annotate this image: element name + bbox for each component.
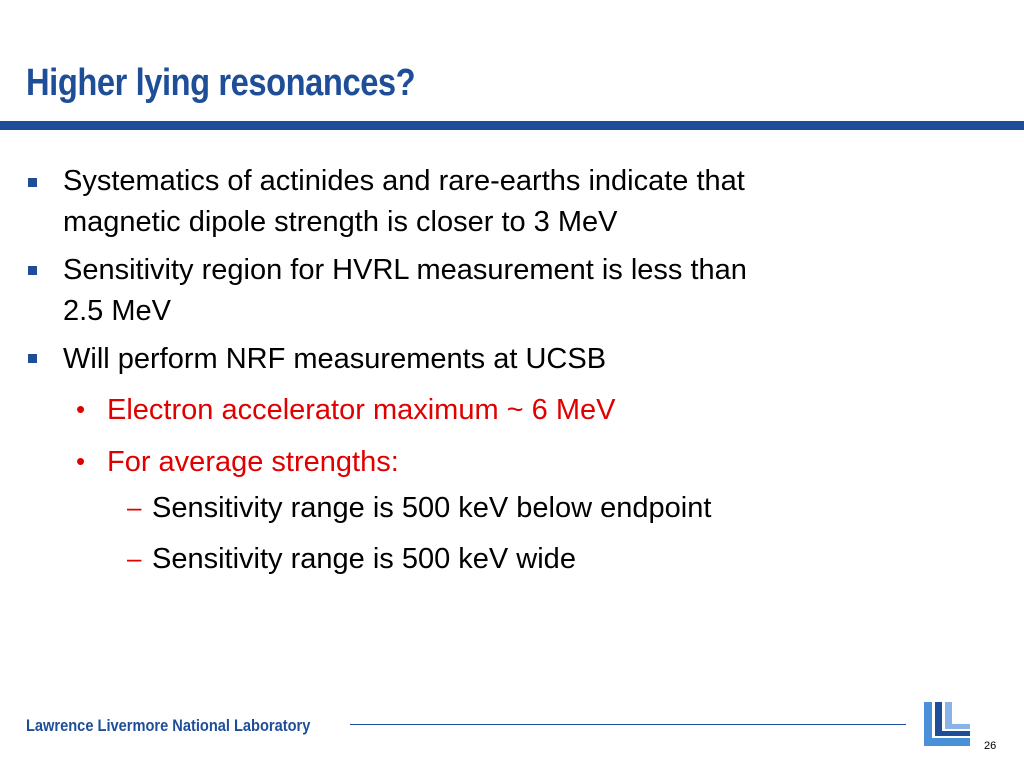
dash-bullet-icon: –	[127, 543, 142, 573]
square-bullet-icon	[28, 178, 37, 187]
sub-sub-bullet-wide: Sensitivity range is 500 keV wide	[152, 543, 576, 575]
llnl-logo-icon	[918, 698, 976, 750]
dash-bullet-icon: –	[127, 492, 142, 522]
bullet-3-line-1: Will perform NRF measurements at UCSB	[63, 343, 607, 375]
sub-sub-bullet-below-endpoint: Sensitivity range is 500 keV below endpo…	[152, 492, 712, 524]
slide-title: Higher lying resonances?	[26, 62, 416, 104]
dot-bullet-icon: •	[76, 446, 86, 476]
title-underline	[0, 121, 1024, 130]
bullet-1-line-1: Systematics of actinides and rare-earths…	[63, 165, 745, 197]
square-bullet-icon	[28, 266, 37, 275]
square-bullet-icon	[28, 354, 37, 363]
sub-bullet-accelerator: Electron accelerator maximum ~ 6 MeV	[107, 394, 616, 426]
bullet-2-line-1: Sensitivity region for HVRL measurement …	[63, 254, 747, 286]
sub-bullet-average-strengths: For average strengths:	[107, 446, 399, 478]
dot-bullet-icon: •	[76, 394, 86, 424]
bullet-2-line-2: 2.5 MeV	[63, 295, 171, 327]
bullet-1-line-2: magnetic dipole strength is closer to 3 …	[63, 206, 618, 238]
footer-divider	[350, 724, 906, 725]
page-number: 26	[984, 740, 997, 752]
footer-organization: Lawrence Livermore National Laboratory	[26, 716, 311, 735]
